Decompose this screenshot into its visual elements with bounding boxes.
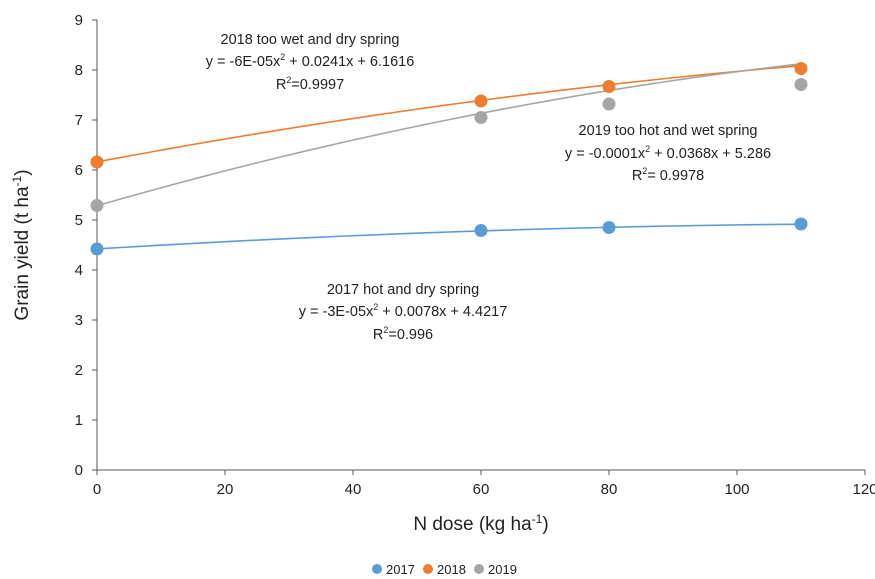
y-tick-label: 6 — [75, 162, 83, 179]
y-tick-label: 7 — [75, 112, 83, 129]
annotation-title: 2017 hot and dry spring — [327, 282, 479, 298]
y-tick-label: 5 — [75, 212, 83, 229]
point-2019 — [794, 78, 808, 91]
point-2018 — [602, 80, 616, 93]
annotation-title: 2018 too wet and dry spring — [221, 32, 400, 48]
y-tick-label: 0 — [75, 462, 83, 479]
x-tick-label: 60 — [473, 481, 490, 498]
legend-label: 2018 — [437, 562, 466, 577]
x-tick-label: 100 — [724, 481, 749, 498]
annotation-equation: y = -3E-05x2 + 0.0078x + 4.4217 — [299, 302, 508, 320]
annotation-r2: R2= 0.9978 — [632, 166, 704, 184]
x-axis-title: N dose (kg ha-1) — [413, 512, 548, 535]
axes — [96, 20, 865, 471]
annotation-2018: 2018 too wet and dry spring y = -6E-05x2… — [206, 32, 415, 93]
legend: 2017 2018 2019 — [372, 562, 517, 577]
annotation-r2: R2=0.9997 — [276, 75, 344, 93]
point-2019 — [474, 111, 488, 124]
annotation-2017: 2017 hot and dry spring y = -3E-05x2 + 0… — [299, 282, 508, 343]
point-2019 — [602, 97, 616, 111]
x-tick-label: 120 — [852, 481, 875, 498]
y-tick-label: 9 — [75, 12, 83, 29]
y-tick-label: 2 — [75, 362, 83, 379]
point-2018 — [90, 155, 104, 169]
point-2017 — [474, 224, 488, 237]
trend-lines — [96, 63, 802, 250]
legend-label: 2019 — [488, 562, 517, 577]
annotation-2019: 2019 too hot and wet spring y = -0.0001x… — [565, 123, 771, 184]
y-axis-title: Grain yield (t ha-1) — [10, 169, 33, 320]
legend-marker-2018 — [423, 564, 433, 574]
point-2017 — [602, 221, 616, 234]
data-points — [90, 62, 808, 256]
legend-marker-2019 — [474, 564, 484, 574]
point-2019 — [90, 199, 104, 212]
x-tick-label: 80 — [601, 481, 618, 498]
point-2017 — [794, 217, 808, 231]
legend-label: 2017 — [386, 562, 415, 577]
point-2018 — [474, 94, 488, 108]
point-2017 — [90, 242, 104, 256]
y-tick-label: 4 — [75, 262, 83, 279]
trendline-2018 — [96, 64, 802, 163]
y-tick-label: 8 — [75, 62, 83, 79]
point-2018 — [794, 62, 808, 75]
y-tick-label: 3 — [75, 312, 83, 329]
annotation-equation: y = -0.0001x2 + 0.0368x + 5.286 — [565, 144, 771, 162]
trendline-2019 — [96, 63, 802, 207]
x-tick-label: 20 — [217, 481, 234, 498]
x-tick-label: 40 — [345, 481, 362, 498]
legend-marker-2017 — [372, 564, 382, 574]
annotations: 2018 too wet and dry spring y = -6E-05x2… — [206, 32, 771, 343]
annotation-equation: y = -6E-05x2 + 0.0241x + 6.1616 — [206, 52, 415, 70]
trendline-2017 — [96, 223, 802, 250]
annotation-title: 2019 too hot and wet spring — [579, 123, 758, 139]
y-tick-label: 1 — [75, 412, 83, 429]
x-tick-label: 0 — [93, 481, 101, 498]
annotation-r2: R2=0.996 — [373, 325, 433, 343]
ticks: 0 20 40 60 80 100 120 0 1 2 3 4 5 6 7 8 9 — [75, 12, 875, 498]
